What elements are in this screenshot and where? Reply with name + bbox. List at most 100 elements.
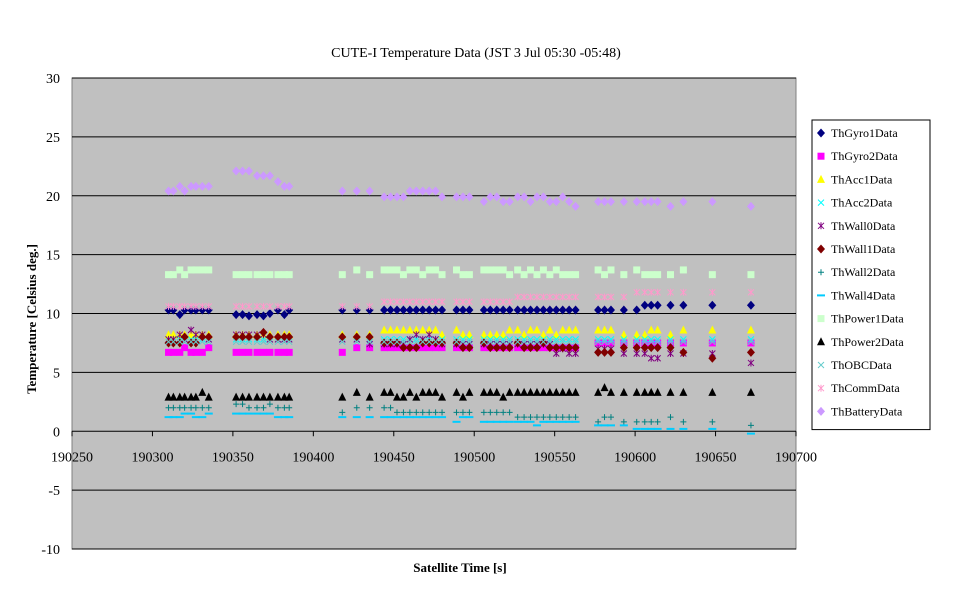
data-point	[527, 414, 534, 421]
data-point	[419, 338, 427, 346]
data-point	[380, 266, 388, 274]
data-point	[486, 266, 494, 274]
y-tick-label: -10	[41, 543, 60, 558]
data-point	[205, 302, 213, 310]
data-point	[552, 387, 561, 396]
data-point	[486, 338, 494, 346]
data-point	[238, 310, 247, 320]
data-point	[565, 305, 574, 315]
legend-label: ThPower2Data	[831, 335, 904, 349]
data-point	[245, 338, 253, 346]
data-point	[620, 339, 628, 347]
data-point	[540, 293, 547, 301]
data-point	[486, 298, 494, 306]
data-point	[527, 293, 534, 301]
data-point	[285, 305, 294, 315]
data-point	[338, 305, 347, 315]
data-point	[565, 293, 573, 301]
data-point	[338, 392, 347, 401]
data-point	[526, 343, 535, 353]
data-point	[266, 302, 274, 310]
data-point	[412, 338, 420, 346]
data-point	[708, 336, 716, 343]
data-point	[607, 266, 615, 274]
data-point	[565, 336, 573, 343]
data-point	[273, 392, 282, 401]
data-point	[746, 300, 755, 310]
data-point	[406, 338, 414, 346]
data-point	[406, 298, 414, 306]
data-point	[387, 344, 395, 352]
data-point	[667, 336, 674, 343]
data-point	[169, 186, 178, 196]
data-point	[679, 387, 688, 396]
data-point	[412, 186, 421, 196]
data-point	[594, 336, 602, 343]
data-point	[280, 181, 289, 191]
data-point	[199, 404, 206, 411]
data-point	[380, 338, 388, 346]
data-point	[641, 336, 649, 343]
data-point	[425, 338, 433, 346]
data-point	[539, 305, 548, 315]
data-point	[595, 418, 602, 425]
x-tick-label: 190600	[614, 450, 656, 465]
data-point	[620, 338, 628, 346]
data-point	[285, 338, 293, 346]
data-point	[265, 392, 274, 401]
data-point	[746, 201, 755, 211]
data-point	[393, 266, 401, 274]
data-point	[679, 300, 688, 310]
data-point	[169, 392, 178, 401]
data-point	[533, 414, 540, 421]
data-point	[280, 310, 289, 320]
data-point	[571, 343, 580, 353]
data-point	[552, 336, 560, 343]
data-point	[438, 330, 447, 339]
y-tick-label: 30	[46, 72, 60, 87]
data-point	[192, 338, 200, 346]
series-ThWall4Data	[164, 412, 755, 435]
data-point	[633, 288, 641, 296]
data-point	[191, 338, 200, 348]
data-point	[458, 330, 467, 339]
data-point	[666, 387, 675, 396]
data-point	[338, 271, 346, 279]
data-point	[466, 336, 473, 343]
data-point	[244, 166, 253, 176]
data-point	[647, 300, 656, 310]
data-point	[520, 293, 528, 301]
data-point	[499, 343, 508, 353]
data-point	[232, 271, 240, 279]
data-point	[165, 302, 172, 310]
data-point	[438, 298, 446, 306]
data-point	[458, 192, 467, 202]
data-point	[399, 192, 408, 202]
data-point	[274, 404, 281, 411]
data-point	[458, 305, 467, 315]
data-point	[679, 347, 688, 357]
legend-label: ThWall1Data	[831, 242, 896, 256]
data-point	[187, 338, 196, 348]
data-point	[425, 344, 433, 352]
data-point	[514, 338, 522, 346]
data-point	[479, 197, 488, 207]
data-point	[620, 293, 628, 301]
data-point	[400, 336, 407, 343]
data-point	[565, 271, 573, 279]
data-point	[418, 186, 427, 196]
legend-marker	[817, 337, 825, 346]
data-point	[265, 309, 274, 318]
data-point	[641, 271, 649, 279]
data-point	[205, 338, 213, 346]
data-point	[169, 305, 178, 315]
data-point	[679, 197, 688, 207]
data-point	[266, 401, 273, 408]
data-point	[493, 336, 501, 343]
data-point	[412, 343, 421, 353]
data-point	[170, 302, 177, 310]
data-point	[480, 298, 488, 306]
legend-marker	[817, 199, 825, 206]
data-point	[513, 305, 522, 315]
data-point	[601, 339, 609, 347]
